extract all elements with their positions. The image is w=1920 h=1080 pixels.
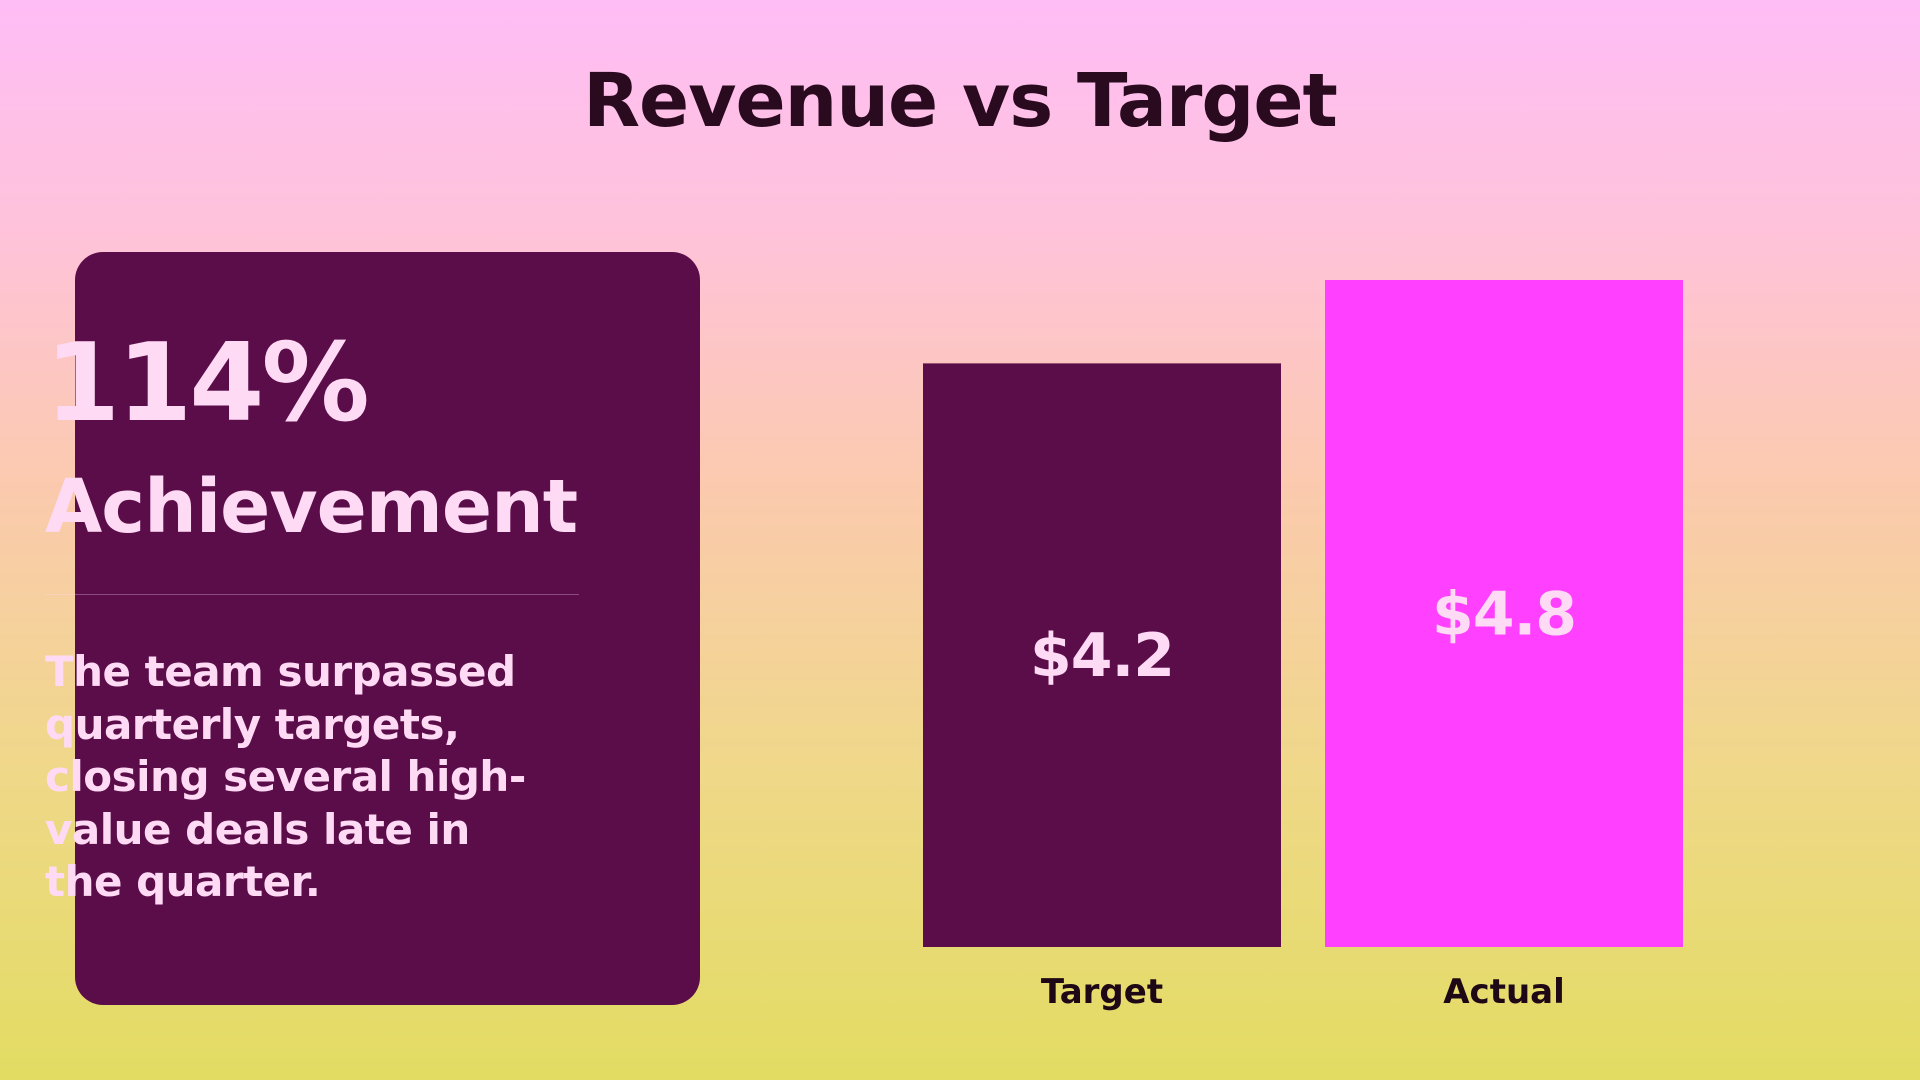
category-label: Actual	[1443, 972, 1565, 1012]
bar-value-label: $4.8	[1432, 580, 1576, 650]
achievement-description: The team surpassed quarterly targets, cl…	[45, 647, 526, 906]
card-divider	[45, 594, 579, 595]
category-label: Target	[1041, 972, 1163, 1012]
bar-actual	[1325, 280, 1683, 947]
bar-value-label: $4.2	[1030, 621, 1174, 691]
achievement-card	[75, 252, 700, 1005]
slide-title: Revenue vs Target	[583, 58, 1338, 144]
achievement-percent: 114%	[45, 321, 370, 446]
bar-target	[923, 363, 1281, 947]
achievement-label: Achievement	[45, 464, 578, 550]
